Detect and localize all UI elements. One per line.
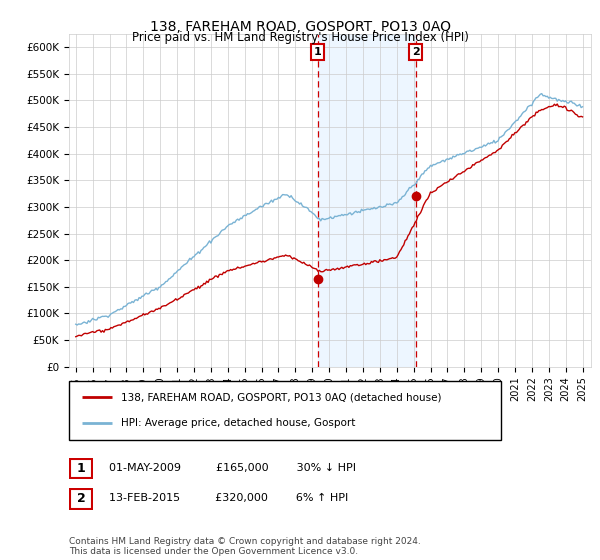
- FancyBboxPatch shape: [70, 459, 92, 478]
- Text: This data is licensed under the Open Government Licence v3.0.: This data is licensed under the Open Gov…: [69, 547, 358, 556]
- Text: 1: 1: [77, 461, 85, 475]
- Text: 2: 2: [77, 492, 85, 506]
- Text: Contains HM Land Registry data © Crown copyright and database right 2024.: Contains HM Land Registry data © Crown c…: [69, 537, 421, 546]
- Text: 01-MAY-2009          £165,000        30% ↓ HPI: 01-MAY-2009 £165,000 30% ↓ HPI: [102, 463, 356, 473]
- Bar: [318, 34, 416, 367]
- Text: Price paid vs. HM Land Registry's House Price Index (HPI): Price paid vs. HM Land Registry's House …: [131, 31, 469, 44]
- FancyBboxPatch shape: [69, 381, 501, 440]
- Text: HPI: Average price, detached house, Gosport: HPI: Average price, detached house, Gosp…: [121, 418, 355, 428]
- Text: 13-FEB-2015          £320,000        6% ↑ HPI: 13-FEB-2015 £320,000 6% ↑ HPI: [102, 493, 348, 503]
- Text: 1: 1: [314, 47, 322, 57]
- Text: 138, FAREHAM ROAD, GOSPORT, PO13 0AQ (detached house): 138, FAREHAM ROAD, GOSPORT, PO13 0AQ (de…: [121, 392, 442, 402]
- FancyBboxPatch shape: [70, 489, 92, 508]
- Text: 138, FAREHAM ROAD, GOSPORT, PO13 0AQ: 138, FAREHAM ROAD, GOSPORT, PO13 0AQ: [149, 20, 451, 34]
- Text: 2: 2: [412, 47, 419, 57]
